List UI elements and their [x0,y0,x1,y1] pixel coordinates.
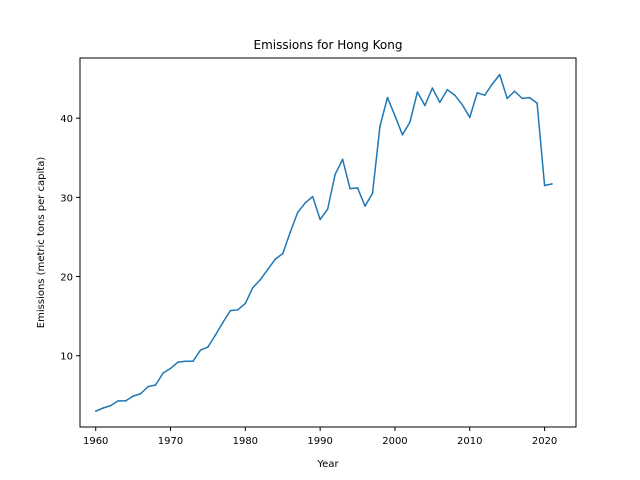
data-point [184,360,187,363]
data-point [94,410,97,412]
x-tick-label: 2020 [532,436,557,447]
data-point [341,158,344,161]
data-point [319,218,321,221]
data-point [439,101,441,104]
data-point [274,258,277,260]
data-point [409,121,411,123]
data-point [244,302,247,305]
data-point [476,92,479,94]
data-point [109,404,112,407]
chart-title: Emissions for Hong Kong [253,38,402,52]
data-point [192,360,194,363]
data-point [468,116,471,119]
data-point [117,400,119,402]
data-point [379,125,381,127]
data-point [551,183,553,185]
data-point [259,278,262,281]
data-point [513,90,516,93]
y-tick-label: 30 [60,193,73,204]
data-point [132,395,134,397]
y-axis-label: Emissions (metric tons per capita) [36,157,47,329]
x-tick-label: 1960 [83,436,108,447]
data-point [491,83,494,85]
data-point [521,97,523,100]
data-point [536,102,538,104]
x-tick-label: 1990 [307,436,332,447]
data-point [416,91,419,93]
data-point [356,187,359,189]
data-point [102,407,104,409]
data-point [431,87,434,89]
data-point [446,88,449,91]
data-point [498,73,501,76]
axes-frame [79,57,577,428]
data-point [207,346,209,348]
data-point [364,205,366,207]
data-point [266,268,269,271]
data-point [326,208,329,211]
y-tick-label: 40 [60,114,73,125]
data-point [162,372,164,374]
data-point [371,192,374,195]
data-point [229,309,232,312]
data-point [394,115,396,117]
x-axis-label: Year [316,459,339,470]
data-point [454,94,456,97]
data-point [296,211,299,214]
data-point [199,349,202,351]
x-tick-label: 1970 [158,436,183,447]
x-tick-label: 2000 [382,436,407,447]
data-point [424,104,426,107]
data-point [506,97,508,100]
data-point [252,286,254,289]
data-point [528,96,531,99]
data-point [304,202,306,204]
y-axis-ticks: 10 20 30 40 [60,114,80,363]
data-point [281,252,284,255]
data-point [349,187,351,190]
y-tick-label: 20 [60,273,73,284]
data-point [214,334,217,336]
data-point [237,309,239,311]
data-point [222,321,224,324]
series-line-0 [95,73,553,412]
data-point [139,392,142,395]
y-tick-label: 10 [60,352,73,363]
data-point [289,231,292,234]
data-point [483,94,486,97]
data-point [154,384,157,386]
data-point [543,184,546,187]
x-tick-label: 1980 [233,436,258,447]
data-point [461,103,464,106]
data-point [334,173,336,176]
data-point [124,400,127,402]
data-point [401,134,404,136]
data-point [147,385,149,388]
plot-area [94,73,553,412]
data-point [311,195,314,198]
data-point [386,96,389,99]
data-point [177,361,179,363]
x-tick-label: 2010 [457,436,482,447]
x-axis-ticks: 1960 1970 1980 1990 2000 2010 2020 [83,427,557,447]
data-point [169,367,172,370]
